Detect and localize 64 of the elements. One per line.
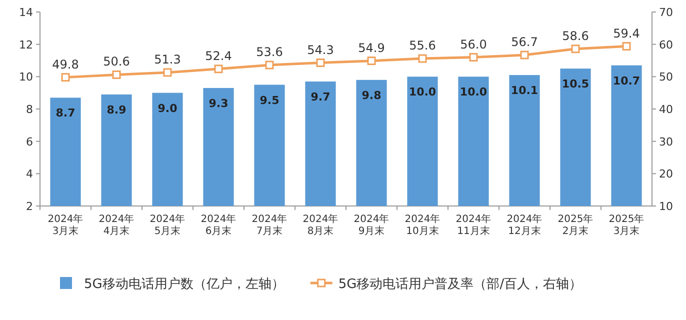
data-label: 9.3 — [208, 96, 228, 110]
y2-tick-label: 10 — [659, 200, 673, 213]
data-label: 10.0 — [460, 86, 488, 99]
data-label: 53.6 — [256, 45, 283, 60]
data-label: 10.5 — [562, 78, 590, 91]
data-label: 10.0 — [408, 86, 436, 99]
x-tick-label: 2024年11月末 — [454, 214, 492, 238]
data-label: 56.7 — [511, 35, 538, 50]
data-label: 10.7 — [612, 74, 640, 88]
data-label: 9.5 — [260, 94, 280, 107]
legend-label: 5G移动电话用户普及率（部/百人，右轴） — [338, 276, 582, 292]
x-tick-label: 2024年12月末 — [506, 214, 544, 238]
x-tick-label: 2024年10月末 — [404, 214, 442, 238]
y2-tick-label: 20 — [659, 168, 673, 181]
x-tick-label: 2025年3月末 — [608, 214, 646, 238]
data-label: 9.7 — [310, 90, 330, 104]
point — [163, 68, 172, 77]
x-tick-label: 2024年7月末 — [250, 214, 288, 238]
x-tick-label: 2024年6月末 — [200, 214, 238, 238]
data-label: 49.8 — [52, 57, 79, 72]
point — [316, 58, 325, 68]
point — [469, 53, 478, 62]
data-label: 51.3 — [154, 52, 181, 66]
y-tick-label: 14 — [19, 6, 33, 19]
y2-tick-label: 50 — [659, 70, 673, 84]
y2-tick-label: 70 — [659, 6, 673, 19]
data-label: 55.6 — [409, 38, 436, 53]
point — [265, 60, 274, 70]
point — [367, 56, 376, 66]
point — [520, 50, 529, 60]
x-tick-label: 2024年9月末 — [352, 214, 390, 238]
data-label: 54.3 — [307, 42, 334, 57]
y2-tick-label: 40 — [659, 103, 673, 116]
y-tick-label: 4 — [26, 168, 33, 181]
y-tick-label: 6 — [26, 135, 33, 148]
x-tick-label: 2024年8月末 — [302, 214, 340, 238]
point — [61, 73, 70, 82]
data-label: 58.6 — [562, 28, 589, 43]
point — [214, 64, 223, 74]
data-label: 8.9 — [106, 103, 126, 116]
y2-tick-label: 60 — [659, 38, 673, 52]
x-tick-label: 2024年5月末 — [148, 214, 186, 238]
point — [112, 70, 121, 79]
data-label: 9.8 — [362, 88, 382, 102]
data-label: 9.0 — [158, 102, 178, 115]
data-label: 8.7 — [56, 106, 76, 120]
data-label: 54.9 — [358, 40, 385, 55]
data-label: 56.0 — [460, 37, 487, 52]
y-tick-label: 2 — [26, 200, 33, 213]
legend-label: 5G移动电话用户数（亿户，左轴） — [84, 277, 284, 292]
y2-tick-label: 30 — [659, 135, 673, 148]
y-tick-label: 10 — [19, 70, 33, 84]
y-tick-label: 12 — [19, 38, 33, 52]
x-tick-label: 2025年2月末 — [556, 214, 594, 238]
x-tick-label: 2024年4月末 — [98, 214, 136, 238]
y-tick-label: 8 — [26, 103, 33, 116]
point — [622, 42, 631, 51]
point — [571, 44, 580, 54]
x-tick-label: 2024年3月末 — [46, 214, 84, 238]
point — [418, 54, 427, 63]
data-label: 52.4 — [205, 48, 232, 63]
data-label: 10.1 — [510, 84, 538, 98]
data-label: 50.6 — [103, 54, 130, 69]
data-label: 59.4 — [613, 26, 640, 40]
